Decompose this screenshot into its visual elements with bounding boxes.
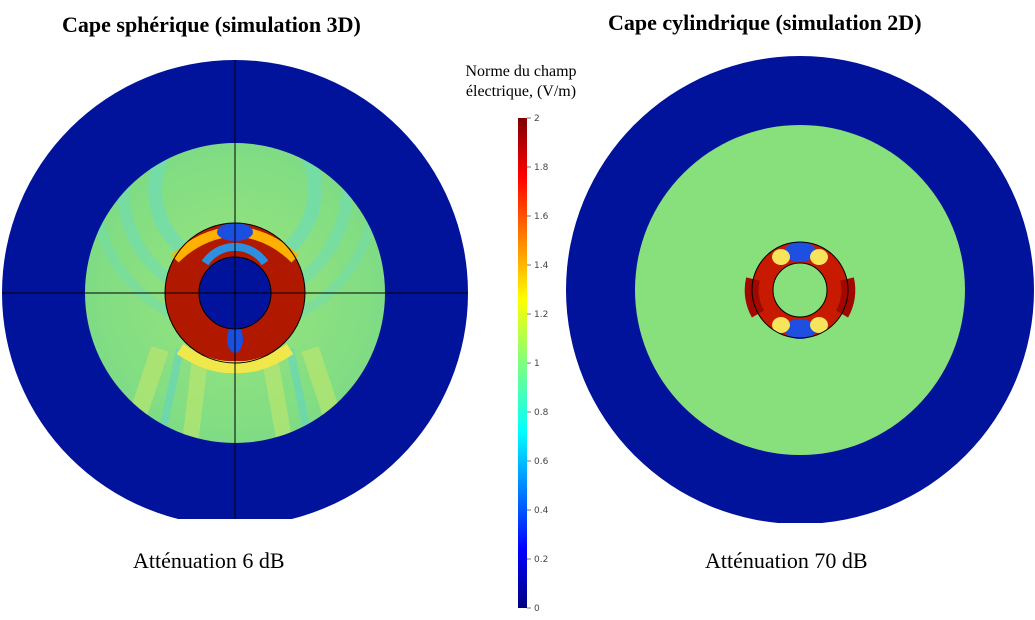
left-panel-caption: Atténuation 6 dB [133, 548, 285, 573]
right-panel-caption: Atténuation 70 dB [705, 548, 868, 573]
colorbar-tick-label: 1 [534, 359, 540, 369]
colorbar-tick-label: 0 [534, 604, 540, 614]
colorbar-tick-label: 0.2 [534, 555, 548, 565]
spherical-cloak-simulation [2, 60, 468, 519]
colorbar: 2 1.8 1.6 1.4 1.2 1 0.8 0.6 0.4 0.2 0 [518, 114, 549, 614]
cloaked-object [772, 262, 828, 318]
colorbar-tick-label: 1.2 [534, 310, 548, 320]
colorbar-tick-label: 1.4 [534, 261, 549, 271]
colorbar-tick-label: 2 [534, 114, 540, 124]
colorbar-title-line1: Norme du champ [465, 63, 577, 80]
colorbar-title: Norme du champ électrique, (V/m) [440, 62, 602, 102]
right-panel-title: Cape cylindrique (simulation 2D) [608, 10, 922, 35]
colorbar-tick-label: 0.4 [534, 506, 549, 516]
cylindrical-cloak-simulation [566, 56, 1034, 523]
colorbar-tick-label: 1.8 [534, 163, 549, 173]
left-panel-title: Cape sphérique (simulation 3D) [62, 12, 361, 37]
colorbar-tick-label: 0.8 [534, 408, 549, 418]
colorbar-title-line2: électrique, (V/m) [465, 83, 577, 100]
colorbar-gradient [518, 118, 527, 608]
colorbar-tick-label: 1.6 [534, 212, 549, 222]
colorbar-tick-label: 0.6 [534, 457, 549, 467]
